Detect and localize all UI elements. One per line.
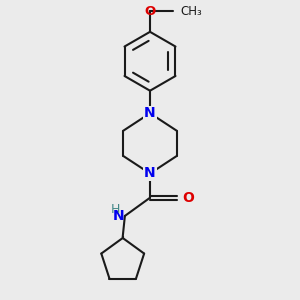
Text: CH₃: CH₃ <box>180 4 202 17</box>
Text: O: O <box>182 191 194 205</box>
Text: N: N <box>144 167 156 181</box>
Text: N: N <box>144 106 156 120</box>
Text: H: H <box>111 203 120 216</box>
Text: O: O <box>144 4 156 17</box>
Text: N: N <box>112 209 124 223</box>
